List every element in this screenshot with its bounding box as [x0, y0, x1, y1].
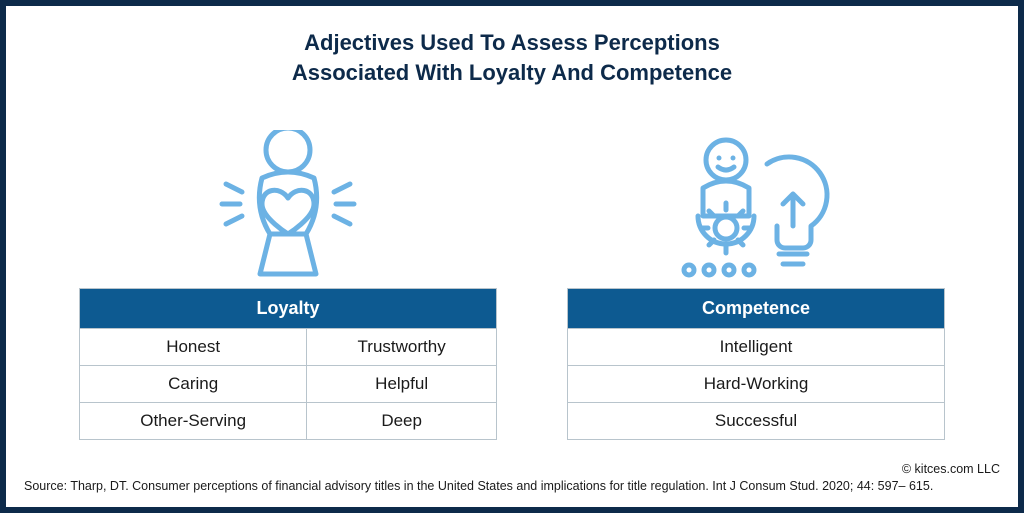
title-line-1: Adjectives Used To Assess Perceptions — [6, 28, 1018, 58]
loyalty-header: Loyalty — [80, 289, 497, 329]
table-row: Other-Serving Deep — [80, 403, 497, 440]
cell: Successful — [568, 403, 945, 440]
competence-column: Competence Intelligent Hard-Working Succ… — [567, 125, 945, 461]
cell: Trustworthy — [307, 329, 497, 366]
heart-person-icon — [208, 130, 368, 280]
competence-table: Competence Intelligent Hard-Working Succ… — [567, 288, 945, 440]
cell: Helpful — [307, 366, 497, 403]
idea-gear-person-icon — [671, 130, 841, 280]
footer: © kitces.com LLC Source: Tharp, DT. Cons… — [6, 461, 1018, 499]
cell: Honest — [80, 329, 307, 366]
cell: Intelligent — [568, 329, 945, 366]
table-row: Honest Trustworthy — [80, 329, 497, 366]
cell: Hard-Working — [568, 366, 945, 403]
table-row: Intelligent — [568, 329, 945, 366]
loyalty-icon-wrap — [208, 125, 368, 280]
cell: Caring — [80, 366, 307, 403]
cell: Other-Serving — [80, 403, 307, 440]
loyalty-table: Loyalty Honest Trustworthy Caring Helpfu… — [79, 288, 497, 440]
copyright: © kitces.com LLC — [24, 461, 1000, 478]
infographic-frame: Adjectives Used To Assess Perceptions As… — [0, 0, 1024, 513]
title-line-2: Associated With Loyalty And Competence — [6, 58, 1018, 88]
table-row: Hard-Working — [568, 366, 945, 403]
source-citation: Source: Tharp, DT. Consumer perceptions … — [24, 478, 1000, 495]
table-row: Successful — [568, 403, 945, 440]
content-row: Loyalty Honest Trustworthy Caring Helpfu… — [6, 87, 1018, 461]
page-title: Adjectives Used To Assess Perceptions As… — [6, 28, 1018, 87]
competence-header: Competence — [568, 289, 945, 329]
cell: Deep — [307, 403, 497, 440]
loyalty-column: Loyalty Honest Trustworthy Caring Helpfu… — [79, 125, 497, 461]
competence-icon-wrap — [671, 125, 841, 280]
table-row: Caring Helpful — [80, 366, 497, 403]
